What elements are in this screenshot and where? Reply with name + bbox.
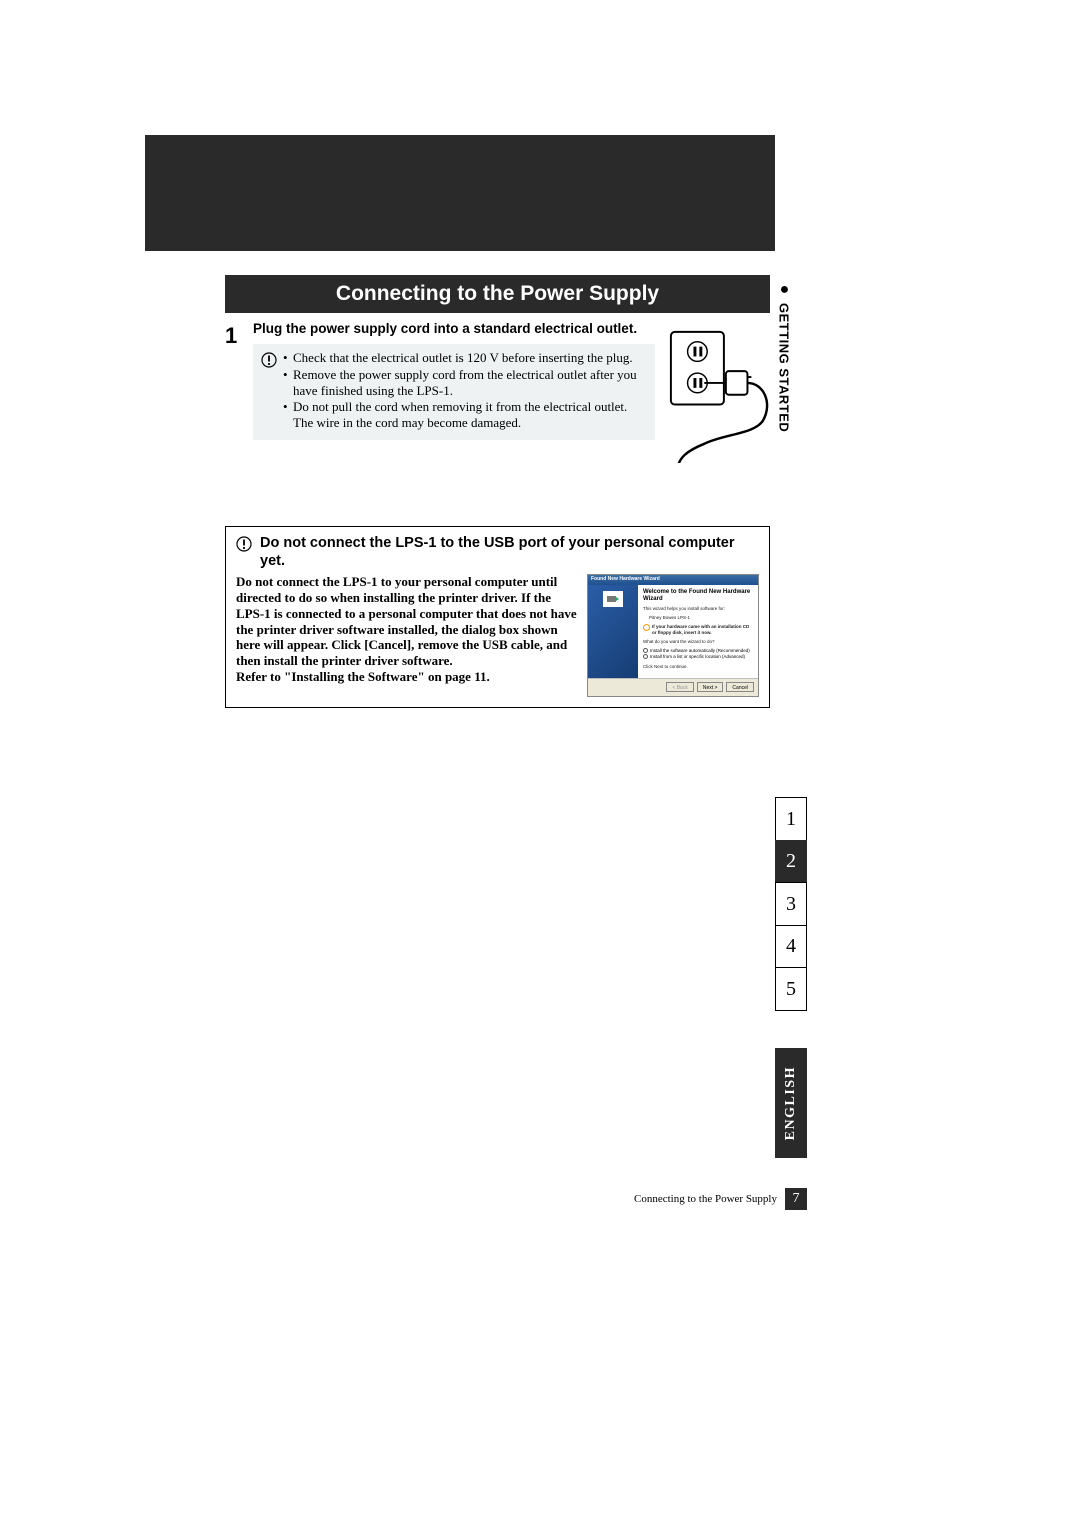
wizard-intro: This wizard helps you install software f… (643, 606, 753, 611)
chapter-tab-4[interactable]: 4 (775, 925, 807, 969)
warning-body: Do not connect the LPS-1 to your persona… (236, 574, 577, 668)
wizard-sidebar (588, 585, 638, 678)
wizard-welcome: Welcome to the Found New Hardware Wizard (643, 589, 753, 602)
caution-icon (236, 535, 260, 557)
wizard-content: Welcome to the Found New Hardware Wizard… (638, 585, 758, 678)
cancel-button[interactable]: Cancel (726, 682, 754, 692)
wizard-click-next: Click Next to continue. (643, 664, 753, 669)
outlet-illustration (665, 326, 773, 468)
language-tab: ENGLISH (775, 1048, 807, 1158)
wizard-question: What do you want the wizard to do? (643, 639, 753, 644)
section-tab-label: GETTING STARTED (777, 303, 792, 432)
caution-box: •Check that the electrical outlet is 120… (253, 344, 655, 440)
section-tab: ● GETTING STARTED (775, 281, 793, 432)
wizard-buttons: < Back Next > Cancel (588, 678, 758, 696)
next-button[interactable]: Next > (697, 682, 724, 692)
caution-item: Check that the electrical outlet is 120 … (293, 350, 633, 366)
chapter-tab-1[interactable]: 1 (775, 797, 807, 841)
caution-item: Do not pull the cord when removing it fr… (293, 399, 647, 431)
footer-title: Connecting to the Power Supply (634, 1193, 777, 1205)
warning-text: Do not connect the LPS-1 to your persona… (236, 574, 587, 697)
chapter-tab-5[interactable]: 5 (775, 967, 807, 1011)
wizard-dialog: Found New Hardware Wizard Welcome to the… (587, 574, 759, 697)
cd-icon (643, 624, 650, 631)
language-label: ENGLISH (783, 1066, 799, 1140)
back-button[interactable]: < Back (666, 682, 693, 692)
bullet-icon: ● (775, 281, 793, 299)
chapter-tab-3[interactable]: 3 (775, 882, 807, 926)
page-footer: Connecting to the Power Supply 7 (634, 1188, 807, 1210)
wizard-opt2: Install from a list or specific location… (650, 654, 745, 659)
wizard-device: Pitney Bowes LPS-1 (643, 615, 753, 620)
warning-heading: Do not connect the LPS-1 to the USB port… (260, 535, 759, 570)
warning-frame: Do not connect the LPS-1 to the USB port… (225, 526, 770, 708)
page-title: Connecting to the Power Supply (225, 275, 770, 313)
header-band (145, 135, 775, 251)
wizard-titlebar: Found New Hardware Wizard (588, 575, 758, 585)
page-number: 7 (785, 1188, 807, 1210)
radio-icon (643, 648, 648, 653)
caution-list: •Check that the electrical outlet is 120… (283, 350, 647, 432)
warning-refer: Refer to "Installing the Software" on pa… (236, 669, 490, 684)
wizard-cd-note: If your hardware came with an installati… (652, 624, 753, 634)
caution-icon (261, 350, 283, 432)
device-icon (603, 591, 623, 607)
wizard-opt1: Install the software automatically (Reco… (650, 648, 750, 653)
step-number: 1 (225, 321, 253, 440)
caution-item: Remove the power supply cord from the el… (293, 367, 647, 399)
chapter-tabs: 1 2 3 4 5 (775, 797, 807, 1011)
chapter-tab-2[interactable]: 2 (775, 840, 807, 884)
radio-icon (643, 654, 648, 659)
